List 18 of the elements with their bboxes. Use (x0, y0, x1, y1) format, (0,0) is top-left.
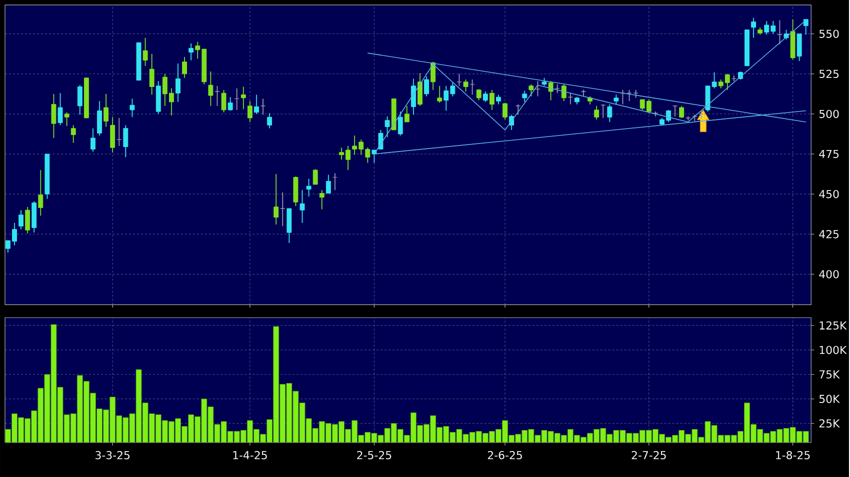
x-tick-label: 3-3-25 (96, 450, 130, 460)
y-tick-label: 500 (819, 110, 839, 118)
x-tick-label: 2-5-25 (357, 450, 392, 460)
y-tick-label: 50K (819, 394, 840, 403)
x-tick-label: 2-6-25 (488, 450, 522, 460)
y-tick-label: 475 (819, 150, 839, 158)
y-tick-label: 125K (820, 321, 847, 330)
y-tick-label: 75K (820, 370, 840, 378)
y-tick-label: 450 (819, 190, 839, 198)
y-tick-label: 550 (819, 29, 839, 38)
x-tick-label: 2-7-25 (632, 450, 666, 460)
y-tick-label: 100K (820, 346, 847, 354)
y-tick-label: 25K (819, 419, 840, 428)
x-tick-label: 1-8-25 (776, 450, 810, 460)
x-tick-label: 1-4-25 (233, 450, 267, 460)
y-tick-label: 525 (819, 70, 839, 78)
y-tick-label: 400 (819, 270, 839, 278)
y-tick-label: 425 (819, 230, 839, 238)
